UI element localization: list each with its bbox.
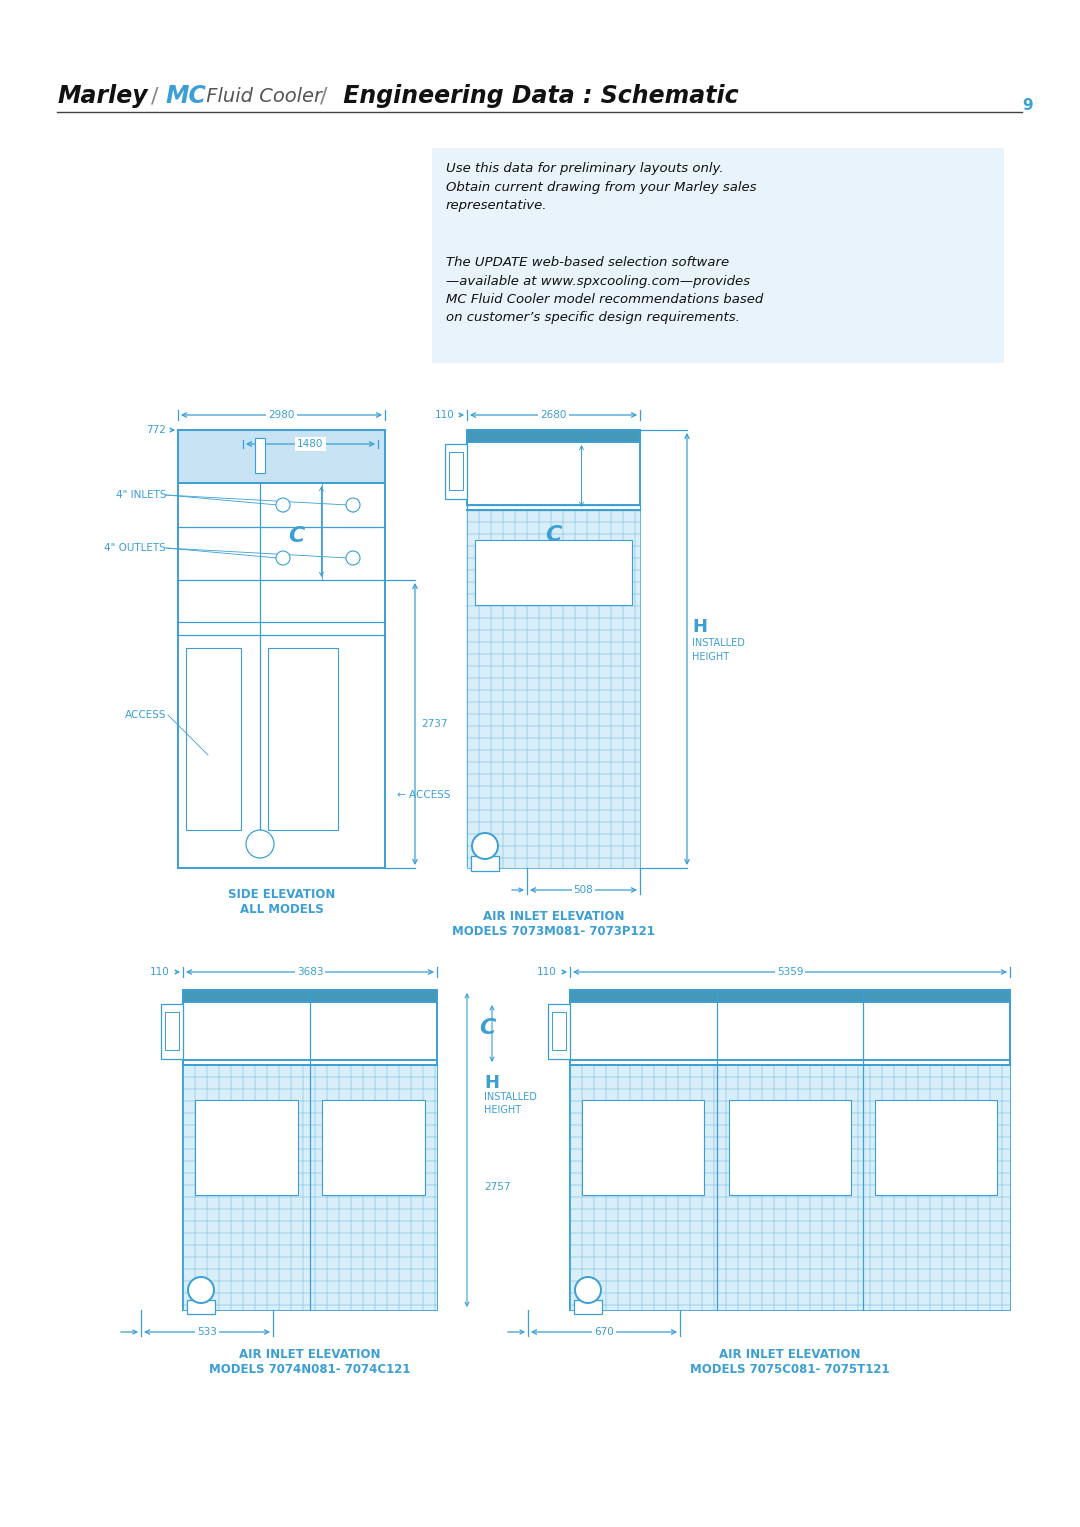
Bar bbox=[195, 1099, 298, 1196]
Text: HEIGHT: HEIGHT bbox=[692, 652, 729, 663]
Circle shape bbox=[188, 1277, 214, 1303]
Text: Fluid Cooler: Fluid Cooler bbox=[200, 87, 322, 105]
Circle shape bbox=[246, 831, 274, 858]
Bar bbox=[165, 1012, 179, 1051]
Text: INSTALLED: INSTALLED bbox=[692, 638, 745, 647]
Text: H: H bbox=[484, 1073, 499, 1092]
Bar bbox=[183, 1064, 437, 1310]
Text: 3683: 3683 bbox=[297, 967, 323, 977]
Bar bbox=[183, 989, 437, 1310]
Circle shape bbox=[276, 551, 291, 565]
Text: ALL MODELS: ALL MODELS bbox=[240, 902, 323, 916]
Bar bbox=[186, 647, 241, 831]
Text: 110: 110 bbox=[537, 967, 557, 977]
Bar bbox=[161, 1003, 183, 1060]
Circle shape bbox=[276, 498, 291, 512]
Text: Engineering Data : Schematic: Engineering Data : Schematic bbox=[335, 84, 739, 108]
Text: HEIGHT: HEIGHT bbox=[484, 1106, 522, 1115]
Text: 110: 110 bbox=[435, 411, 455, 420]
Text: The UPDATE web-based selection software
—available at www.spxcooling.com—provide: The UPDATE web-based selection software … bbox=[446, 257, 764, 325]
Text: AIR INLET ELEVATION: AIR INLET ELEVATION bbox=[240, 1348, 381, 1361]
Text: 9: 9 bbox=[1022, 99, 1032, 113]
Bar bbox=[445, 444, 467, 499]
Bar bbox=[255, 438, 265, 473]
Bar bbox=[548, 1003, 570, 1060]
Bar bbox=[178, 431, 384, 483]
Circle shape bbox=[346, 498, 360, 512]
Text: 508: 508 bbox=[573, 886, 593, 895]
Bar bbox=[729, 1099, 851, 1196]
Bar bbox=[268, 647, 338, 831]
Bar bbox=[467, 431, 640, 505]
Text: 5359: 5359 bbox=[777, 967, 804, 977]
Bar bbox=[467, 505, 640, 510]
Text: 4" OUTLETS: 4" OUTLETS bbox=[105, 544, 166, 553]
Bar bbox=[570, 989, 1010, 1310]
Bar bbox=[449, 452, 463, 490]
Bar bbox=[432, 148, 1004, 363]
Circle shape bbox=[346, 551, 360, 565]
Text: C: C bbox=[545, 525, 562, 545]
Text: SIDE ELEVATION: SIDE ELEVATION bbox=[228, 889, 335, 901]
Bar bbox=[467, 431, 640, 441]
Bar bbox=[183, 989, 437, 1002]
Bar bbox=[570, 989, 1010, 1060]
Text: 110: 110 bbox=[150, 967, 170, 977]
Bar bbox=[178, 483, 384, 867]
Bar bbox=[570, 1064, 1010, 1310]
Text: 533: 533 bbox=[197, 1327, 217, 1338]
Circle shape bbox=[575, 1277, 600, 1303]
Text: MODELS 7074N081- 7074C121: MODELS 7074N081- 7074C121 bbox=[210, 1364, 410, 1376]
Bar bbox=[875, 1099, 997, 1196]
Text: /: / bbox=[320, 86, 327, 105]
Bar bbox=[552, 1012, 566, 1051]
Circle shape bbox=[472, 834, 498, 860]
Text: 670: 670 bbox=[594, 1327, 613, 1338]
Bar bbox=[582, 1099, 704, 1196]
Text: ← ACCESS: ← ACCESS bbox=[397, 789, 450, 800]
Bar bbox=[573, 1299, 602, 1315]
Text: 2980: 2980 bbox=[268, 411, 295, 420]
Text: Use this data for preliminary layouts only.
Obtain current drawing from your Mar: Use this data for preliminary layouts on… bbox=[446, 162, 756, 212]
Text: Marley: Marley bbox=[57, 84, 148, 108]
Text: /: / bbox=[151, 86, 159, 105]
Text: AIR INLET ELEVATION: AIR INLET ELEVATION bbox=[719, 1348, 861, 1361]
Text: 4" INLETS: 4" INLETS bbox=[116, 490, 166, 499]
Bar bbox=[475, 541, 632, 605]
Bar bbox=[183, 989, 437, 1060]
Text: 2757: 2757 bbox=[484, 1182, 511, 1193]
Text: C: C bbox=[478, 1017, 496, 1037]
Text: AIR INLET ELEVATION: AIR INLET ELEVATION bbox=[483, 910, 624, 922]
Text: MODELS 7075C081- 7075T121: MODELS 7075C081- 7075T121 bbox=[690, 1364, 890, 1376]
Text: H: H bbox=[692, 618, 707, 637]
Text: 2680: 2680 bbox=[540, 411, 567, 420]
Bar bbox=[570, 989, 1010, 1002]
Text: 772: 772 bbox=[146, 425, 166, 435]
Text: 1480: 1480 bbox=[297, 438, 324, 449]
Text: 2737: 2737 bbox=[421, 719, 447, 728]
Text: MC: MC bbox=[165, 84, 206, 108]
Text: C: C bbox=[288, 527, 305, 547]
Bar bbox=[471, 857, 499, 870]
Bar bbox=[187, 1299, 215, 1315]
Bar bbox=[467, 510, 640, 867]
Text: ACCESS: ACCESS bbox=[124, 710, 166, 721]
Text: INSTALLED: INSTALLED bbox=[484, 1092, 537, 1102]
Bar bbox=[322, 1099, 426, 1196]
Text: MODELS 7073M081- 7073P121: MODELS 7073M081- 7073P121 bbox=[453, 925, 654, 938]
